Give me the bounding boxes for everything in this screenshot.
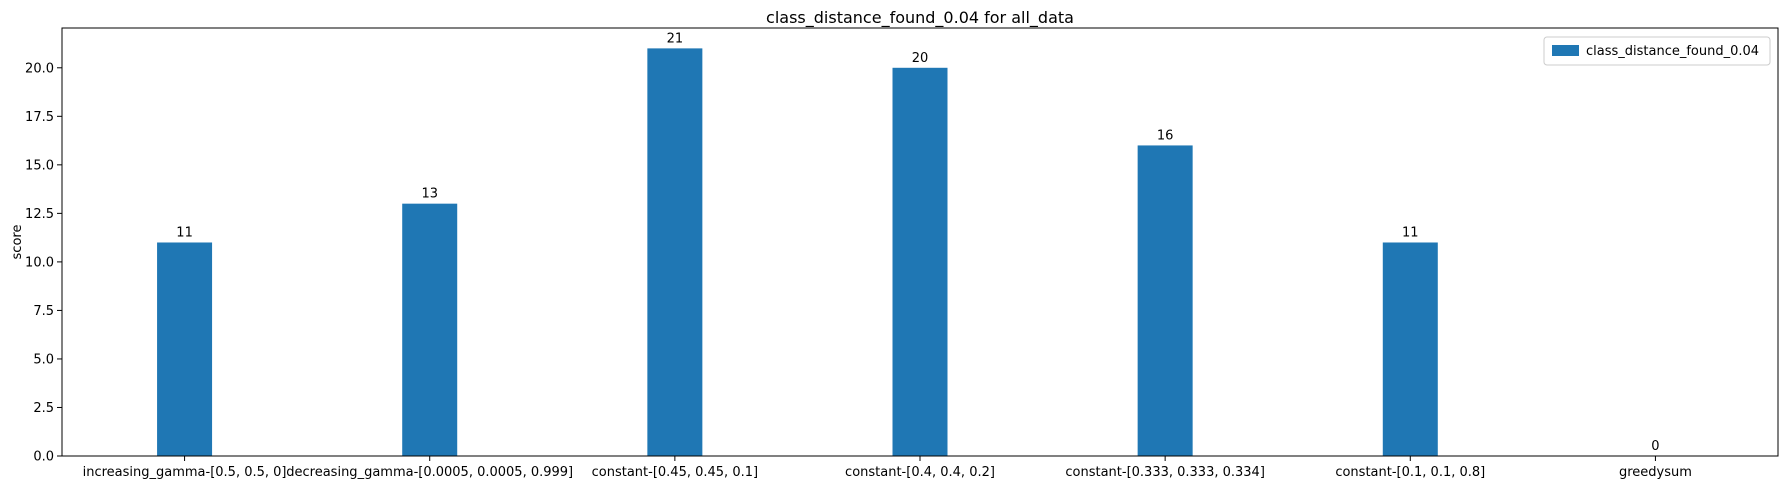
bar-value-label: 16 — [1157, 128, 1174, 143]
bar-value-labels: 11 13 21 20 16 11 0 — [176, 31, 1659, 454]
x-tick-label: greedysum — [1619, 465, 1692, 480]
legend-swatch — [1552, 45, 1579, 56]
bar-value-label: 0 — [1651, 439, 1659, 454]
legend-label: class_distance_found_0.04 — [1586, 44, 1759, 59]
bar-value-label: 13 — [421, 187, 438, 202]
bar — [1382, 242, 1438, 456]
legend: class_distance_found_0.04 — [1543, 36, 1771, 66]
y-axis-label: score — [10, 225, 25, 260]
y-axis-ticks: 0.0 2.5 5.0 7.5 10.0 12.5 15.0 17.5 20.0 — [25, 61, 62, 465]
bar — [157, 242, 213, 456]
bar-value-label: 11 — [176, 225, 193, 240]
bar-value-label: 20 — [912, 51, 929, 66]
x-tick-label: constant-[0.1, 0.1, 0.8] — [1335, 465, 1485, 480]
x-tick-label: constant-[0.333, 0.333, 0.334] — [1065, 465, 1265, 480]
x-axis-ticks: increasing_gamma-[0.5, 0.5, 0] decreasing… — [83, 456, 1692, 480]
y-tick-label: 2.5 — [33, 401, 54, 416]
bar — [892, 67, 948, 456]
bars — [157, 48, 1438, 456]
bar — [402, 203, 458, 456]
y-tick-label: 5.0 — [33, 352, 54, 367]
bar — [647, 48, 703, 456]
y-tick-label: 0.0 — [33, 450, 54, 465]
y-tick-label: 15.0 — [25, 158, 54, 173]
plot-frame — [61, 27, 1779, 457]
y-tick-label: 17.5 — [25, 110, 54, 125]
y-tick-label: 10.0 — [25, 255, 54, 270]
y-tick-label: 12.5 — [25, 207, 54, 222]
bar-value-label: 21 — [667, 31, 684, 46]
y-tick-label: 7.5 — [33, 304, 54, 319]
x-tick-label: increasing_gamma-[0.5, 0.5, 0] — [83, 465, 287, 480]
x-tick-label: constant-[0.45, 0.45, 0.1] — [592, 465, 758, 480]
bar — [1137, 145, 1193, 456]
x-tick-label: constant-[0.4, 0.4, 0.2] — [845, 465, 995, 480]
bar-value-label: 11 — [1402, 225, 1419, 240]
legend-box — [1543, 36, 1771, 66]
y-tick-label: 20.0 — [25, 61, 54, 76]
x-tick-label: decreasing_gamma-[0.0005, 0.0005, 0.999] — [286, 465, 573, 480]
chart-title: class_distance_found_0.04 for all_data — [766, 8, 1074, 28]
